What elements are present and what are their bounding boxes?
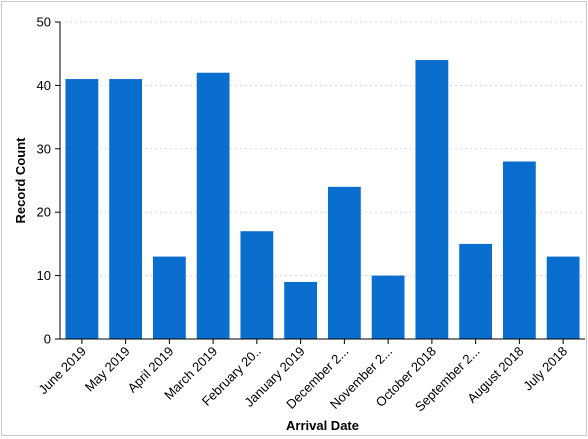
bar[interactable] (240, 231, 274, 339)
y-axis-title: Record Count (13, 137, 28, 224)
y-tick-label: 0 (44, 332, 51, 347)
bar[interactable] (109, 79, 143, 339)
bar[interactable] (327, 186, 361, 339)
bar[interactable] (502, 161, 536, 339)
y-tick-label: 30 (37, 141, 51, 156)
x-tick-label: July 2018 (520, 344, 570, 394)
bar[interactable] (65, 79, 99, 339)
bar[interactable] (152, 256, 186, 339)
x-axis-title: Arrival Date (286, 418, 359, 433)
y-tick-label: 20 (37, 205, 51, 220)
bars (65, 60, 580, 339)
bar[interactable] (196, 72, 230, 339)
y-axis: 0 10 20 30 40 50 (37, 15, 61, 347)
bar[interactable] (284, 281, 318, 339)
y-tick-label: 40 (37, 78, 51, 93)
y-tick-label: 50 (37, 15, 51, 30)
x-tick-label: June 2019 (35, 344, 89, 398)
y-tick-label: 10 (37, 268, 51, 283)
bar[interactable] (371, 275, 405, 339)
bar[interactable] (546, 256, 580, 339)
bar[interactable] (415, 60, 449, 339)
bar[interactable] (459, 243, 493, 339)
